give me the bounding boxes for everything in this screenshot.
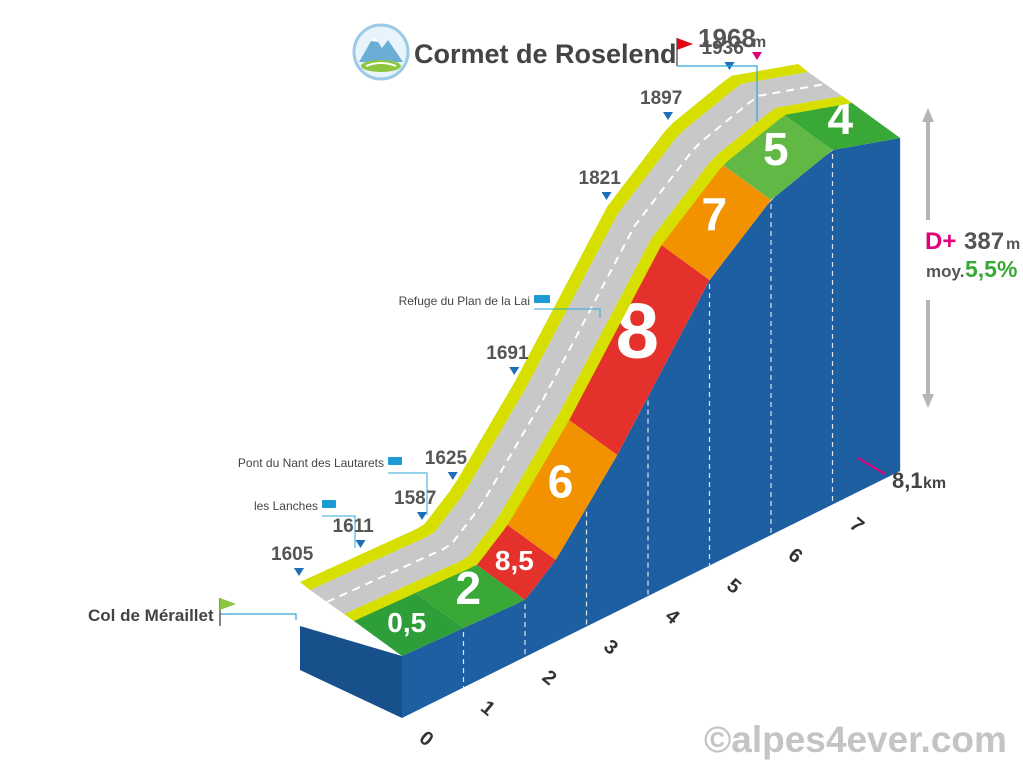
start-flag-icon	[219, 598, 236, 626]
arrow-down-icon	[922, 394, 934, 408]
grade-segment	[568, 244, 710, 455]
start-name: Col de Méraillet	[88, 606, 214, 625]
mountain-logo-icon	[352, 23, 410, 81]
gain-value: 387	[964, 228, 1004, 255]
grade-segment	[661, 164, 771, 280]
road-far-verge	[300, 64, 809, 590]
km-tick-label: 5	[722, 574, 745, 598]
grade-label: 7	[701, 188, 727, 240]
summit-pin-icon	[752, 52, 762, 60]
start-block: Col de Méraillet	[88, 598, 297, 626]
avg-value: 5,5%	[965, 256, 1017, 282]
refuge-label: Refuge du Plan de la Lai	[399, 294, 530, 308]
arrow-up-icon	[922, 108, 934, 122]
grade-label: 8,5	[495, 545, 534, 576]
gain-unit: m	[1006, 236, 1020, 253]
refuge-leader-line	[534, 308, 601, 318]
altitude-marker-icon	[601, 192, 612, 200]
altitude-label: 1605	[271, 544, 314, 565]
km-tick-label: 3	[599, 635, 622, 659]
km-tick-label: 4	[661, 605, 684, 630]
profile-front-face	[402, 138, 901, 718]
grade-segment	[722, 114, 833, 200]
watermark: ©alpes4ever.com	[704, 719, 1007, 760]
page-title: Cormet de Roselend	[414, 39, 677, 69]
altitude-marker-icon	[509, 367, 520, 375]
road-surface	[310, 72, 843, 614]
km-tick-label: 7	[845, 513, 868, 537]
bridge-icon	[388, 457, 402, 465]
distance-unit: km	[923, 475, 946, 492]
avg-label: moy.	[926, 262, 964, 281]
altitude-label: 1691	[486, 343, 529, 364]
waypoint-leader-line	[388, 472, 428, 515]
grade-segment	[476, 524, 556, 600]
km-tick-label: 0	[415, 727, 438, 751]
altitude-label: 1611	[333, 516, 375, 537]
waypoint-label: les Lanches	[254, 499, 318, 513]
grade-label: 6	[548, 456, 574, 508]
distance-block: 8,1 km	[857, 457, 946, 493]
summit-altitude-unit: m	[752, 34, 766, 51]
profile-left-face	[300, 626, 402, 718]
summit-header: Cormet de Roselend 1968 m	[352, 23, 766, 122]
km-tick-label: 2	[538, 666, 561, 690]
altitude-marker-icon	[294, 568, 304, 576]
km-tick-label: 1	[476, 696, 499, 720]
distance-pointer	[857, 457, 886, 475]
altitude-label: 1587	[394, 488, 436, 509]
summit-flag-icon	[676, 38, 693, 66]
altitude-label: 1625	[425, 448, 468, 469]
refuge-house-icon	[534, 295, 550, 303]
summit-leader-line	[677, 65, 758, 122]
road-layer	[300, 64, 853, 621]
altitude-label: 1821	[579, 168, 622, 189]
grade-label: 5	[763, 123, 789, 175]
house-icon	[322, 500, 336, 508]
altitude-marker-icon	[663, 112, 673, 120]
altitude-marker-icon	[447, 472, 458, 480]
km-tick-label: 6	[784, 544, 807, 568]
waypoint-leader-line	[322, 515, 356, 548]
distance-value: 8,1	[892, 468, 923, 493]
altitude-marker-icon	[417, 512, 427, 520]
stats-block: D+ 387 m moy. 5,5%	[922, 108, 1020, 408]
grade-label: 0,5	[387, 607, 426, 638]
road-centre-line	[326, 83, 826, 603]
grade-segment	[784, 102, 901, 150]
waypoint-label: Pont du Nant des Lautarets	[238, 456, 384, 470]
altitude-label: 1897	[640, 88, 682, 109]
profile-side-layer	[300, 138, 901, 718]
altitude-label: 1936	[702, 38, 744, 59]
grade-segment	[507, 419, 618, 560]
gain-label: D+	[925, 228, 956, 255]
start-leader-line	[219, 613, 297, 626]
altitude-marker-icon	[355, 540, 366, 548]
summit-altitude: 1968	[698, 23, 756, 53]
road-near-verge	[344, 96, 853, 621]
